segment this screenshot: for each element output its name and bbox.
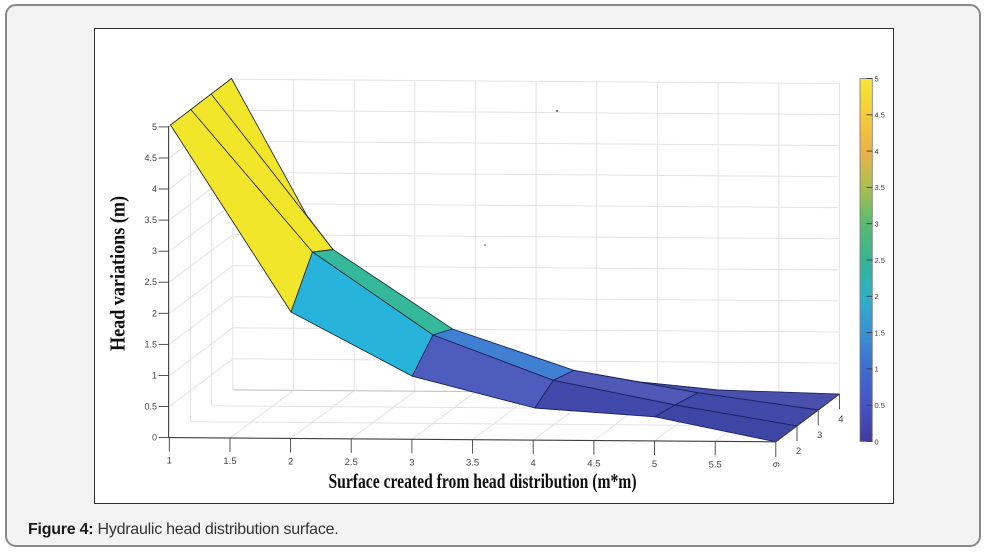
svg-text:3: 3: [817, 430, 822, 441]
svg-text:Head variations (m): Head variations (m): [107, 196, 129, 351]
svg-text:0: 0: [152, 433, 157, 443]
svg-text:2.5: 2.5: [345, 457, 358, 468]
svg-text:2: 2: [152, 308, 157, 318]
svg-text:1: 1: [875, 365, 879, 374]
svg-text:1.5: 1.5: [223, 456, 236, 467]
svg-text:2: 2: [875, 292, 879, 301]
svg-text:1: 1: [167, 456, 172, 467]
svg-text:1.5: 1.5: [875, 328, 885, 337]
svg-text:3: 3: [152, 246, 157, 256]
svg-text:2: 2: [796, 446, 801, 457]
svg-text:1: 1: [152, 371, 157, 381]
svg-text:Surface created from head dist: Surface created from head distribution (…: [328, 471, 636, 494]
svg-text:3: 3: [875, 220, 879, 229]
svg-text:4: 4: [875, 147, 879, 156]
svg-text:3.5: 3.5: [144, 215, 157, 225]
svg-text:4.5: 4.5: [875, 111, 885, 120]
svg-text:5: 5: [152, 122, 157, 132]
svg-text:4: 4: [838, 414, 843, 425]
svg-text:3.5: 3.5: [875, 183, 885, 192]
svg-text:4.5: 4.5: [587, 459, 600, 470]
svg-text:0.5: 0.5: [875, 401, 885, 410]
svg-text:4.5: 4.5: [144, 153, 157, 163]
svg-text:3.5: 3.5: [466, 458, 479, 469]
svg-text:0.5: 0.5: [144, 402, 157, 412]
svg-text:6: 6: [770, 462, 781, 467]
svg-text:1.5: 1.5: [144, 339, 157, 349]
svg-text:5.5: 5.5: [709, 459, 722, 470]
svg-text:0: 0: [875, 437, 879, 446]
svg-text:5: 5: [875, 74, 879, 83]
svg-text:4: 4: [152, 184, 157, 194]
svg-text:2.5: 2.5: [144, 277, 157, 287]
svg-text:2: 2: [288, 457, 293, 468]
svg-text:4: 4: [531, 458, 536, 469]
svg-text:3: 3: [409, 457, 414, 468]
svg-text:2.5: 2.5: [875, 256, 885, 265]
svg-text:5: 5: [652, 459, 657, 470]
